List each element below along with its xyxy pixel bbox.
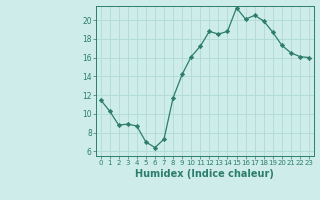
X-axis label: Humidex (Indice chaleur): Humidex (Indice chaleur) — [135, 169, 274, 179]
